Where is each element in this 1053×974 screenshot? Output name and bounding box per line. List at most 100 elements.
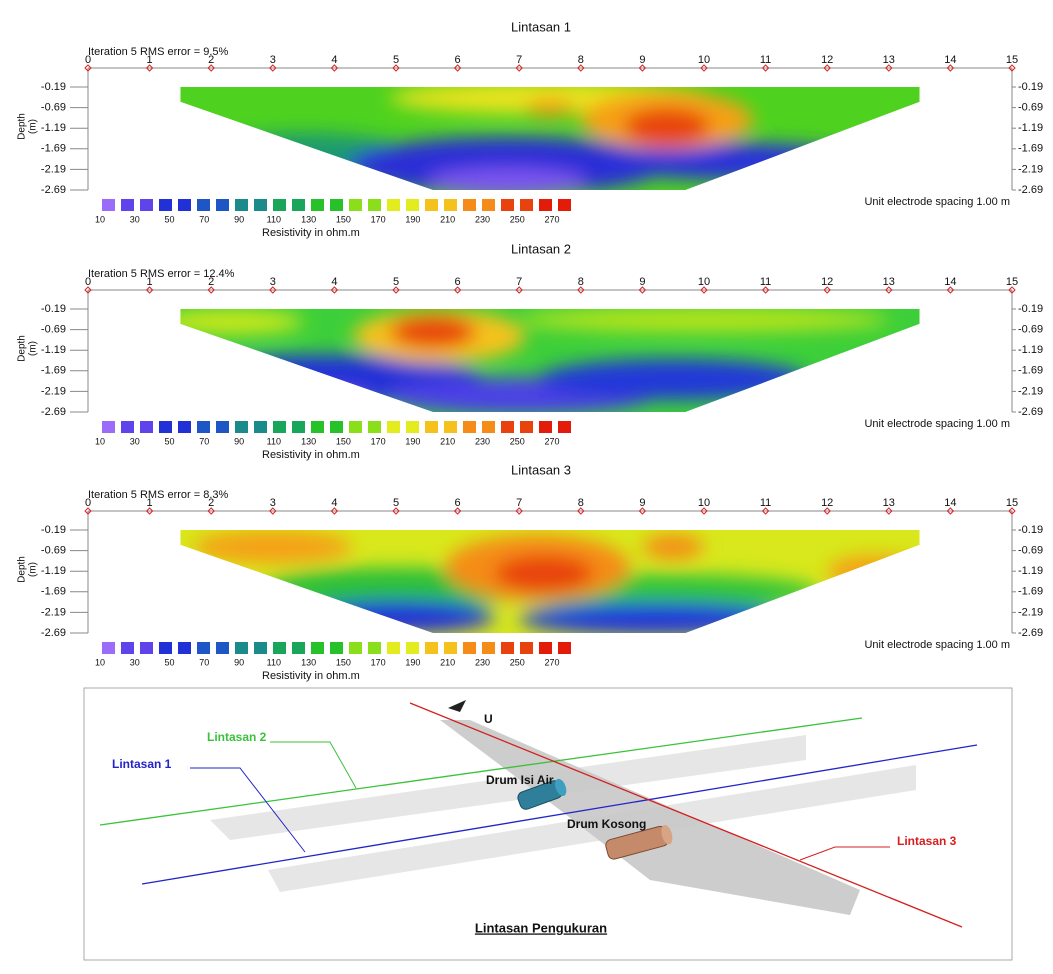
legend-value: 130	[301, 214, 316, 224]
legend-swatch	[406, 199, 419, 211]
legend-value: 150	[336, 657, 351, 667]
legend-value: 270	[544, 436, 559, 446]
legend-value: 50	[165, 436, 175, 446]
depth-tick-label: -1.19	[41, 344, 66, 356]
legend-swatch	[368, 199, 381, 211]
x-tick-label: 3	[270, 54, 276, 66]
depth-tick-label: -1.69	[1018, 143, 1043, 155]
contour-zone	[624, 108, 710, 145]
depth-tick-label: -2.19	[1018, 606, 1043, 618]
legend-swatch	[368, 421, 381, 433]
legend-value: 210	[440, 436, 455, 446]
x-tick-label: 10	[698, 276, 710, 288]
legend-value: 170	[371, 436, 386, 446]
depth-tick-label: -1.69	[41, 143, 66, 155]
legend-swatch	[216, 199, 229, 211]
legend-swatch	[102, 199, 115, 211]
legend-swatch	[121, 421, 134, 433]
legend-swatch	[292, 199, 305, 211]
legend-swatch	[406, 642, 419, 654]
legend-title: Resistivity in ohm.m	[262, 449, 360, 461]
legend-value: 90	[234, 436, 244, 446]
legend-swatch	[121, 642, 134, 654]
legend-swatch	[197, 421, 210, 433]
legend-value: 230	[475, 214, 490, 224]
legend-swatch	[444, 199, 457, 211]
legend-swatch	[140, 642, 153, 654]
legend-swatch	[349, 421, 362, 433]
legend-swatch	[216, 642, 229, 654]
x-tick-label: 6	[455, 276, 461, 288]
depth-tick-label: -2.69	[41, 406, 66, 418]
x-tick-label: 2	[208, 497, 214, 509]
x-tick-label: 11	[760, 497, 771, 509]
depth-tick-label: -1.69	[41, 365, 66, 377]
x-tick-label: 5	[393, 276, 399, 288]
depth-tick-label: -1.69	[1018, 365, 1043, 377]
legend-swatch	[558, 642, 571, 654]
legend-value: 250	[510, 214, 525, 224]
legend-value: 70	[199, 436, 209, 446]
x-tick-label: 14	[944, 497, 956, 509]
x-tick-label: 2	[208, 276, 214, 288]
legend-swatch	[387, 421, 400, 433]
depth-label-line: Depth	[17, 335, 28, 362]
legend-swatch	[216, 421, 229, 433]
contour-zone	[519, 307, 889, 332]
x-tick-label: 3	[270, 497, 276, 509]
legend-swatch	[463, 421, 476, 433]
legend-swatch	[387, 642, 400, 654]
legend-value: 70	[199, 657, 209, 667]
x-tick-label: 12	[821, 54, 833, 66]
legend-value: 70	[199, 214, 209, 224]
x-tick-label: 13	[883, 54, 895, 66]
legend-swatch	[349, 642, 362, 654]
depth-tick-label: -2.69	[1018, 406, 1043, 418]
legend-swatch	[159, 642, 172, 654]
legend-swatch	[349, 199, 362, 211]
x-tick-label: 12	[821, 276, 833, 288]
depth-tick-label: -0.69	[1018, 545, 1043, 557]
depth-tick-label: -0.69	[1018, 102, 1043, 114]
x-tick-label: 15	[1006, 276, 1018, 288]
legend-value: 190	[405, 436, 420, 446]
x-tick-label: 15	[1006, 54, 1018, 66]
legend-swatch	[197, 199, 210, 211]
legend-value: 170	[371, 657, 386, 667]
legend-swatch	[520, 421, 533, 433]
depth-label-line: (m)	[28, 562, 39, 577]
legend-swatch	[501, 199, 514, 211]
legend-swatch	[330, 421, 343, 433]
legend-swatch	[273, 421, 286, 433]
legend-value: 110	[267, 657, 281, 667]
panel-title: Lintasan 3	[511, 462, 571, 477]
legend-swatch	[178, 642, 191, 654]
contour-zone	[525, 100, 574, 116]
depth-tick-label: -1.19	[1018, 344, 1043, 356]
legend-swatch	[520, 642, 533, 654]
legend-swatch	[159, 421, 172, 433]
contour-zone	[642, 535, 704, 560]
legend-swatch	[254, 199, 267, 211]
legend-value: 30	[130, 214, 140, 224]
x-tick-label: 11	[760, 276, 771, 288]
legend-value: 170	[371, 214, 386, 224]
legend-value: 230	[475, 657, 490, 667]
x-tick-label: 0	[85, 54, 91, 66]
legend-value: 270	[544, 214, 559, 224]
depth-tick-label: -1.69	[41, 586, 66, 598]
x-tick-label: 3	[270, 276, 276, 288]
depth-tick-label: -0.19	[41, 81, 66, 93]
x-tick-label: 15	[1006, 497, 1018, 509]
legend-value: 250	[510, 436, 525, 446]
depth-label-line: (m)	[28, 341, 39, 356]
x-tick-label: 5	[393, 54, 399, 66]
diagram-caption: Lintasan Pengukuran	[475, 920, 607, 935]
legend-value: 270	[544, 657, 559, 667]
x-tick-label: 9	[639, 276, 645, 288]
legend-swatch	[121, 199, 134, 211]
depth-tick-label: -2.69	[1018, 627, 1043, 639]
depth-label-line: (m)	[28, 119, 39, 134]
legend-swatch	[178, 421, 191, 433]
legend-value: 190	[405, 657, 420, 667]
